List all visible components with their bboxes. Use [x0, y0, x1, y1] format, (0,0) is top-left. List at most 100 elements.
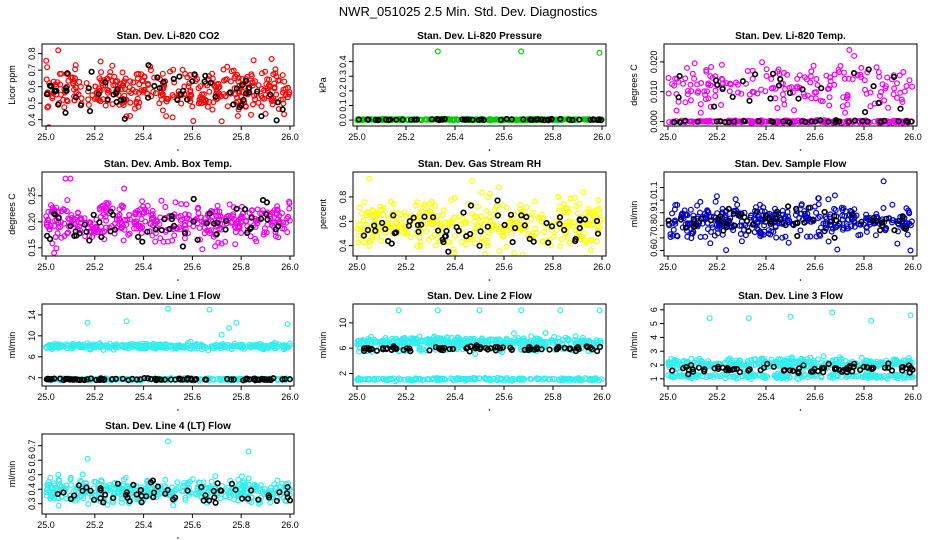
x-tick-label: 26.0: [904, 132, 922, 142]
data-point: [391, 230, 398, 237]
data-point: [815, 195, 822, 202]
data-point: [273, 91, 280, 98]
data-point: [361, 116, 368, 123]
data-point: [410, 214, 417, 221]
data-point: [569, 116, 576, 124]
data-point: [812, 95, 819, 102]
data-point: [65, 215, 72, 222]
x-tick-label: 25.4: [446, 262, 464, 272]
data-point: [224, 103, 231, 110]
data-point: [138, 87, 145, 94]
data-point: [393, 345, 400, 353]
data-point: [872, 232, 879, 239]
data-point: [813, 233, 820, 240]
data-point: [165, 305, 172, 312]
data-point: [492, 344, 499, 351]
y-tick-label: 0.25: [27, 187, 37, 205]
data-point: [447, 339, 454, 346]
data-point: [270, 218, 277, 225]
data-point: [133, 71, 140, 78]
data-point: [46, 82, 54, 89]
data-point: [500, 233, 507, 240]
data-point: [70, 342, 77, 349]
data-point: [756, 201, 763, 208]
data-point: [891, 227, 898, 234]
data-point: [167, 68, 174, 75]
data-point: [801, 74, 808, 81]
data-point: [176, 73, 183, 80]
data-point: [162, 476, 169, 483]
y-tick-label: 10: [338, 318, 348, 328]
data-point: [286, 205, 293, 212]
data-point: [484, 242, 491, 249]
x-tick-label: 26.0: [281, 132, 299, 142]
data-point: [881, 364, 889, 371]
data-point: [433, 376, 440, 383]
data-point: [749, 88, 756, 95]
data-point: [158, 227, 165, 234]
data-point: [507, 344, 514, 352]
panel-title: Stan. Dev. Sample Flow: [735, 159, 847, 170]
y-tick-label: 0.8: [338, 191, 348, 204]
data-point: [67, 175, 74, 182]
data-point: [70, 86, 77, 93]
plot-frame: [352, 43, 607, 127]
data-point: [406, 218, 413, 225]
data-point: [829, 225, 836, 232]
data-point: [181, 235, 188, 242]
data-point: [713, 193, 720, 200]
data-point: [379, 337, 386, 344]
data-point: [831, 234, 838, 241]
data-point: [747, 214, 754, 221]
data-point: [104, 205, 111, 212]
data-point: [258, 85, 265, 92]
data-point: [746, 97, 753, 104]
data-point: [377, 203, 384, 210]
data-point: [284, 215, 291, 222]
data-point: [119, 375, 126, 382]
data-point: [714, 363, 722, 371]
data-point: [870, 214, 877, 221]
data-point: [416, 333, 423, 340]
x-tick-label: 26.0: [281, 262, 299, 272]
data-point: [715, 216, 722, 223]
data-point: [713, 118, 720, 125]
data-point: [668, 210, 675, 217]
data-point: [780, 118, 787, 125]
data-point: [176, 375, 183, 383]
panel-title: Stan. Dev. Line 2 Flow: [427, 291, 532, 302]
x-tick-label: 25.2: [708, 392, 726, 402]
data-point: [97, 58, 104, 65]
data-point: [430, 214, 437, 221]
x-tick-label: 25.2: [397, 392, 415, 402]
data-point: [671, 218, 678, 225]
data-point: [122, 75, 129, 82]
data-point: [153, 344, 160, 351]
data-point: [85, 88, 92, 95]
data-point: [576, 116, 583, 123]
data-point: [260, 231, 267, 238]
data-point: [112, 78, 119, 85]
data-point: [770, 363, 777, 370]
data-point: [539, 215, 546, 222]
data-point: [414, 243, 421, 250]
data-point: [55, 47, 62, 54]
data-point: [279, 106, 286, 113]
data-point: [68, 212, 75, 219]
x-tick-label: 25.0: [37, 392, 55, 402]
data-point: [404, 375, 411, 382]
data-point: [469, 211, 476, 218]
y-tick-label: 14: [27, 310, 37, 320]
data-point: [95, 90, 102, 98]
data-point: [250, 57, 257, 64]
data-point: [157, 341, 164, 348]
data-point: [232, 241, 239, 248]
y-tick-label: 0.8: [27, 47, 37, 60]
data-point: [96, 219, 103, 226]
data-point: [195, 100, 202, 107]
data-point: [563, 376, 570, 383]
data-point: [222, 226, 229, 233]
data-point: [142, 218, 149, 225]
data-point: [786, 373, 793, 380]
data-point: [50, 78, 57, 85]
